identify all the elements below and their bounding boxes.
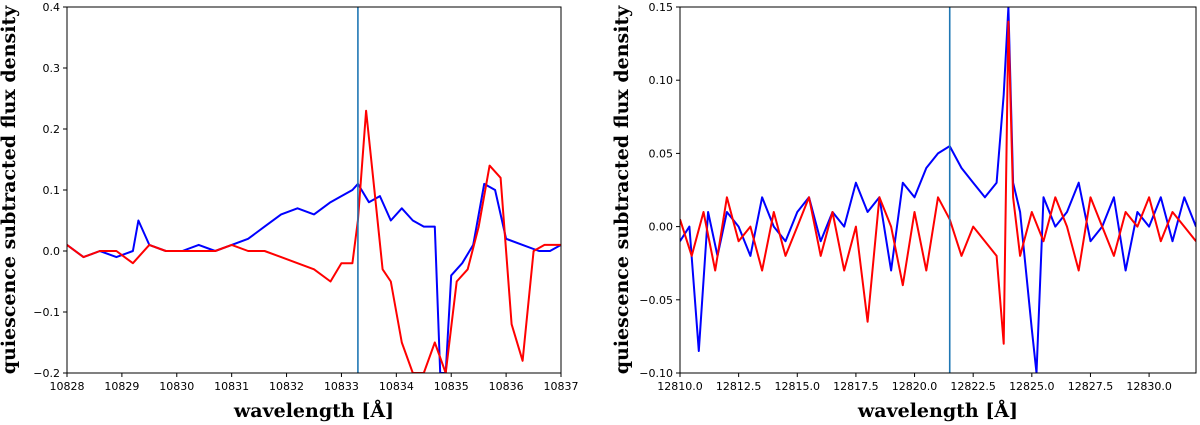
left-x-tick-label: 10832: [269, 380, 304, 393]
left-panel: 10828 10829 10830 10831 10832 10833 10834 10835…: [0, 1, 579, 422]
right-axes-frame: [679, 6, 1197, 374]
left-x-tick-label: 10837: [544, 380, 579, 393]
right-y-tick-label: 0.05: [649, 147, 674, 160]
left-y-tick-label: 0.0: [43, 245, 61, 258]
left-y-tick-label: 0.3: [43, 62, 61, 75]
left-y-tick-label: −0.2: [33, 367, 60, 380]
left-x-tick-label: 10835: [434, 380, 469, 393]
right-x-tick-label: 12825.0: [1009, 380, 1055, 393]
left-plot-area: [67, 7, 561, 373]
right-series-red: [680, 20, 1196, 345]
left-x-tick-label: 10830: [159, 380, 194, 393]
left-x-tick-label: 10829: [104, 380, 139, 393]
left-x-tick-label: 10836: [489, 380, 524, 393]
right-x-tick-label: 12820.0: [892, 380, 938, 393]
right-x-tick-label: 12810.0: [657, 380, 703, 393]
right-y-tick-label: 0.10: [649, 74, 674, 87]
right-x-tick-label: 12812.5: [716, 380, 762, 393]
left-y-tick-label: 0.2: [43, 123, 61, 136]
right-y-tick-label: −0.05: [639, 294, 673, 307]
right-y-tick-label: −0.10: [639, 367, 673, 380]
right-x-tick-label: 12830.0: [1126, 380, 1172, 393]
right-x-tick-label: 12817.5: [833, 380, 879, 393]
left-y-tick-label: 0.4: [43, 1, 61, 14]
right-y-tick-label: 0.00: [649, 221, 674, 234]
right-y-tick-label: 0.15: [649, 1, 674, 14]
left-y-tick-label: −0.1: [33, 306, 60, 319]
left-y-axis-label: quiescence subtracted flux density: [0, 5, 20, 375]
left-x-tick-label: 10834: [379, 380, 414, 393]
right-series-blue: [680, 7, 1196, 373]
left-x-tick-label: 10828: [50, 380, 85, 393]
right-panel: 12810.0 12812.5 12815.0 12817.5 12820.0 12822…: [611, 1, 1197, 422]
left-series-blue: [67, 182, 561, 373]
right-x-tick-label: 12822.5: [950, 380, 996, 393]
left-y-tick-label: 0.1: [43, 184, 61, 197]
left-axes-frame: [66, 6, 562, 374]
left-x-tick-label: 10833: [324, 380, 359, 393]
right-y-axis-label: quiescence subtracted flux density: [611, 5, 633, 375]
left-series-red: [67, 109, 561, 373]
right-x-tick-label: 12815.0: [775, 380, 821, 393]
right-plot-area: [680, 7, 1196, 373]
right-x-tick-label: 12827.5: [1068, 380, 1114, 393]
right-x-axis-label: wavelength [Å]: [857, 399, 1018, 422]
left-x-tick-label: 10831: [214, 380, 249, 393]
left-x-axis-label: wavelength [Å]: [233, 399, 394, 422]
